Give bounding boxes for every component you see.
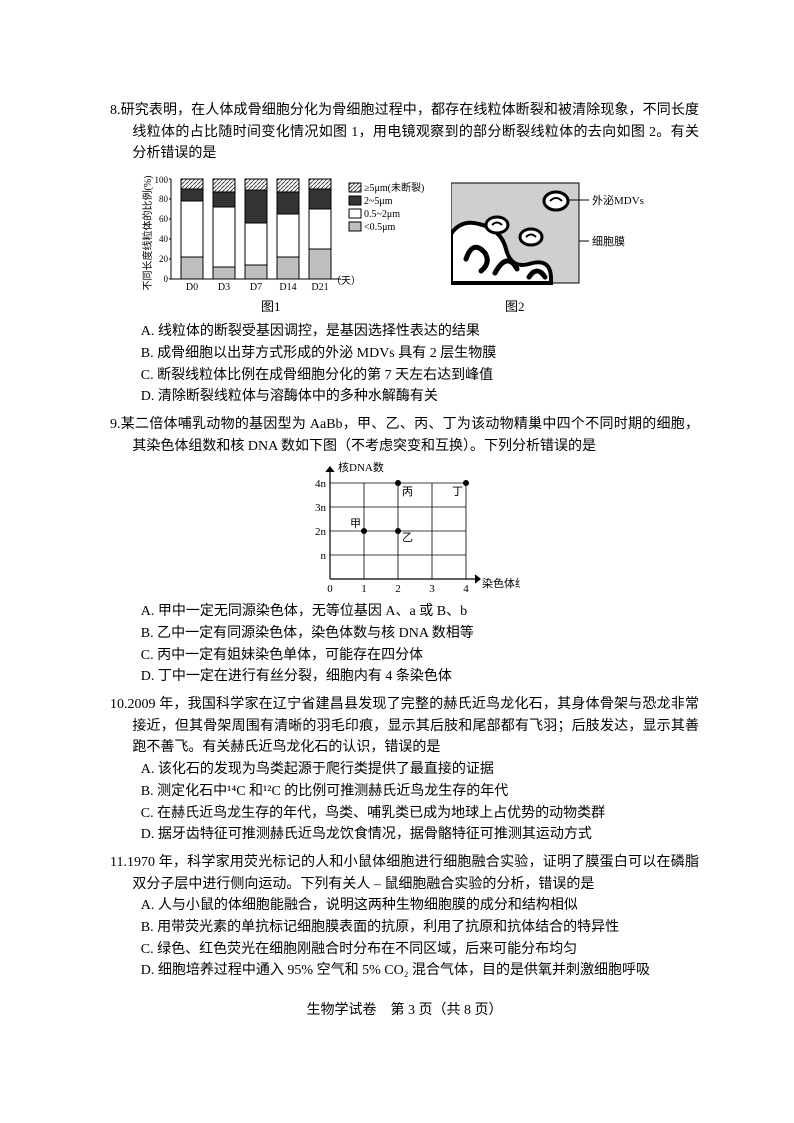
question-8: 8.研究表明，在人体成骨细胞分化为骨细胞过程中，都存在线粒体断裂和被清除现象，不… [110, 100, 699, 408]
svg-text:2~5μm: 2~5μm [364, 196, 393, 207]
q9-stem-text: 某二倍体哺乳动物的基因型为 AaBb，甲、乙、丙、丁为该动物精巢中四个不同时期的… [121, 417, 700, 454]
svg-text:3: 3 [429, 583, 435, 595]
q8-stem-text: 研究表明，在人体成骨细胞分化为骨细胞过程中，都存在线粒体断裂和被清除现象，不同长… [121, 103, 700, 161]
svg-text:≥5μm(未断裂): ≥5μm(未断裂) [364, 181, 424, 194]
q8-figures: 不同长度线粒体的比例(%) 0 20 40 60 80 100 [141, 169, 699, 317]
svg-text:4n: 4n [315, 478, 327, 490]
q10-stem-text: 2009 年，我国科学家在辽宁省建昌县发现了完整的赫氏近鸟龙化石，其身体骨架与恐… [128, 697, 700, 755]
svg-text:不同长度线粒体的比例(%): 不同长度线粒体的比例(%) [141, 176, 154, 291]
q10-num: 10. [110, 697, 128, 712]
q8-optD: D. 清除断裂线粒体与溶酶体中的多种水解酶有关 [141, 386, 699, 408]
question-10: 10.2009 年，我国科学家在辽宁省建昌县发现了完整的赫氏近鸟龙化石，其身体骨… [110, 694, 699, 846]
q9-stem: 9.某二倍体哺乳动物的基因型为 AaBb，甲、乙、丙、丁为该动物精巢中四个不同时… [110, 414, 699, 457]
page-footer: 生物学试卷 第 3 页（共 8 页） [110, 1000, 699, 1022]
svg-text:丙: 丙 [402, 486, 413, 498]
q11-num: 11. [110, 855, 127, 870]
q8-optB: B. 成骨细胞以出芽方式形成的外泌 MDVs 具有 2 层生物膜 [141, 343, 699, 365]
q10-options: A. 该化石的发现为鸟类起源于爬行类提供了最直接的证据 B. 测定化石中¹⁴C … [141, 759, 699, 846]
q11-optC: C. 绿色、红色荧光在细胞刚融合时分布在不同区域，后来可能分布均匀 [141, 939, 699, 961]
svg-text:D7: D7 [250, 282, 262, 293]
q8-fig2-caption: 图2 [451, 297, 579, 317]
svg-text:核DNA数: 核DNA数 [338, 460, 384, 474]
svg-text:3n: 3n [315, 502, 327, 514]
q9-optC: C. 丙中一定有姐妹染色单体，可能存在四分体 [141, 645, 699, 667]
svg-text:0: 0 [163, 274, 168, 284]
q10-optC: C. 在赫氏近鸟龙生存的年代，鸟类、哺乳类已成为地球上占优势的动物类群 [141, 803, 699, 825]
q9-chart-svg: n 2n 3n 4n 核DNA数 0 1 2 3 4 染色体组数 [290, 459, 520, 599]
q11-stem: 11.1970 年，科学家用荧光标记的人和小鼠体细胞进行细胞融合实验，证明了膜蛋… [110, 852, 699, 895]
q10-optA: A. 该化石的发现为鸟类起源于爬行类提供了最直接的证据 [141, 759, 699, 781]
svg-text:60: 60 [159, 214, 169, 224]
svg-text:丁: 丁 [452, 486, 463, 498]
q8-fig2-label-membrane: 细胞膜 [592, 235, 625, 248]
svg-text:1: 1 [361, 583, 367, 595]
svg-text:（天）: （天） [331, 275, 361, 287]
q8-optC: C. 断裂线粒体比例在成骨细胞分化的第 7 天左右达到峰值 [141, 365, 699, 387]
question-9: 9.某二倍体哺乳动物的基因型为 AaBb，甲、乙、丙、丁为该动物精巢中四个不同时… [110, 414, 699, 688]
svg-text:0.5~2μm: 0.5~2μm [364, 209, 400, 220]
svg-text:D3: D3 [218, 282, 230, 293]
q8-fig2-svg: 外泌MDVs 细胞膜 [451, 179, 651, 297]
q9-optB: B. 乙中一定有同源染色体，染色体数与核 DNA 数相等 [141, 623, 699, 645]
svg-text:4: 4 [463, 583, 469, 595]
q11-options: A. 人与小鼠的体细胞能融合，说明这两种生物细胞膜的成分和结构相似 B. 用带荧… [141, 895, 699, 982]
svg-text:甲: 甲 [350, 518, 361, 530]
svg-text:2: 2 [395, 583, 401, 595]
svg-text:D0: D0 [186, 282, 198, 293]
q8-num: 8. [110, 103, 121, 118]
svg-text:2n: 2n [315, 526, 327, 538]
q9-figure: n 2n 3n 4n 核DNA数 0 1 2 3 4 染色体组数 [110, 459, 699, 599]
q10-optB: B. 测定化石中¹⁴C 和¹²C 的比例可推测赫氏近鸟龙生存的年代 [141, 781, 699, 803]
q9-optA: A. 甲中一定无同源染色体，无等位基因 A、a 或 B、b [141, 601, 699, 623]
svg-text:0: 0 [327, 583, 333, 595]
svg-text:D21: D21 [311, 282, 328, 293]
svg-text:80: 80 [159, 194, 169, 204]
q8-fig1: 不同长度线粒体的比例(%) 0 20 40 60 80 100 [141, 169, 431, 317]
q11-stem-text: 1970 年，科学家用荧光标记的人和小鼠体细胞进行细胞融合实验，证明了膜蛋白可以… [127, 855, 699, 892]
q8-fig2: 外泌MDVs 细胞膜 图2 [451, 179, 651, 317]
svg-text:D14: D14 [279, 282, 296, 293]
q11-optB: B. 用带荧光素的单抗标记细胞膜表面的抗原，利用了抗原和抗体结合的特异性 [141, 917, 699, 939]
q8-optA: A. 线粒体的断裂受基因调控，是基因选择性表达的结果 [141, 321, 699, 343]
q10-optD: D. 据牙齿特征可推测赫氏近鸟龙饮食情况，据骨骼特征可推测其运动方式 [141, 824, 699, 846]
q8-fig1-caption: 图1 [171, 297, 371, 317]
svg-text:染色体组数: 染色体组数 [482, 576, 520, 590]
q8-options: A. 线粒体的断裂受基因调控，是基因选择性表达的结果 B. 成骨细胞以出芽方式形… [141, 321, 699, 408]
q8-stem: 8.研究表明，在人体成骨细胞分化为骨细胞过程中，都存在线粒体断裂和被清除现象，不… [110, 100, 699, 165]
svg-text:n: n [320, 550, 326, 562]
svg-text:40: 40 [159, 234, 169, 244]
q9-num: 9. [110, 417, 121, 432]
q11-optD: D. 细胞培养过程中通入 95% 空气和 5% CO₂ 混合气体，目的是供氧并刺… [141, 960, 699, 982]
question-11: 11.1970 年，科学家用荧光标记的人和小鼠体细胞进行细胞融合实验，证明了膜蛋… [110, 852, 699, 982]
q10-stem: 10.2009 年，我国科学家在辽宁省建昌县发现了完整的赫氏近鸟龙化石，其身体骨… [110, 694, 699, 759]
svg-text:100: 100 [154, 175, 168, 185]
q11-optA: A. 人与小鼠的体细胞能融合，说明这两种生物细胞膜的成分和结构相似 [141, 895, 699, 917]
svg-text:20: 20 [159, 254, 169, 264]
q9-optD: D. 丁中一定在进行有丝分裂，细胞内有 4 条染色体 [141, 666, 699, 688]
svg-text:乙: 乙 [402, 531, 413, 544]
svg-text:<0.5μm: <0.5μm [364, 222, 396, 233]
q8-chart1-svg: 不同长度线粒体的比例(%) 0 20 40 60 80 100 [141, 169, 431, 297]
q9-options: A. 甲中一定无同源染色体，无等位基因 A、a 或 B、b B. 乙中一定有同源… [141, 601, 699, 688]
q8-fig2-label-mdvs: 外泌MDVs [592, 194, 644, 207]
